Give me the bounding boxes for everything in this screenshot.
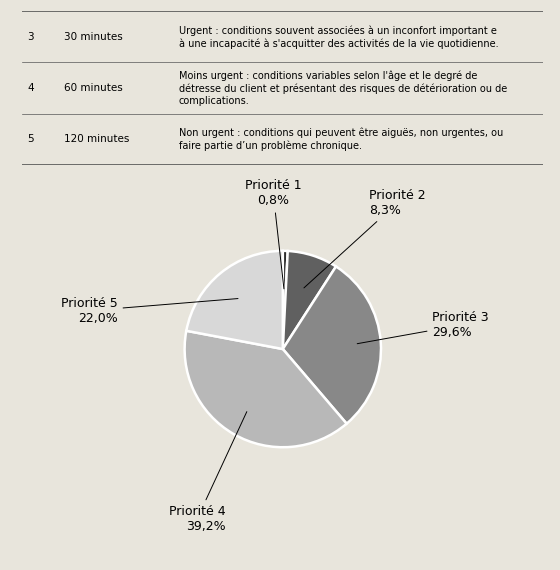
Text: 30 minutes: 30 minutes (64, 32, 123, 42)
Wedge shape (283, 251, 288, 349)
Text: 3: 3 (27, 32, 34, 42)
Text: Priorité 4
39,2%: Priorité 4 39,2% (169, 412, 247, 533)
Wedge shape (186, 251, 283, 349)
Wedge shape (283, 251, 336, 349)
Text: Moins urgent : conditions variables selon l'âge et le degré de
détresse du clien: Moins urgent : conditions variables selo… (179, 70, 507, 106)
Text: 120 minutes: 120 minutes (64, 134, 129, 144)
Text: Urgent : conditions souvent associées à un inconfort important e
à une incapacit: Urgent : conditions souvent associées à … (179, 25, 498, 48)
Text: 4: 4 (27, 83, 34, 93)
Text: Priorité 3
29,6%: Priorité 3 29,6% (357, 311, 489, 344)
Text: Non urgent : conditions qui peuvent être aiguës, non urgentes, ou
faire partie d: Non urgent : conditions qui peuvent être… (179, 127, 503, 151)
Text: 5: 5 (27, 134, 34, 144)
Text: Priorité 2
8,3%: Priorité 2 8,3% (304, 189, 426, 288)
Wedge shape (185, 331, 347, 447)
Text: 60 minutes: 60 minutes (64, 83, 123, 93)
Text: Priorité 1
0,8%: Priorité 1 0,8% (245, 180, 301, 289)
Wedge shape (283, 267, 381, 424)
Text: Priorité 5
22,0%: Priorité 5 22,0% (61, 297, 238, 325)
